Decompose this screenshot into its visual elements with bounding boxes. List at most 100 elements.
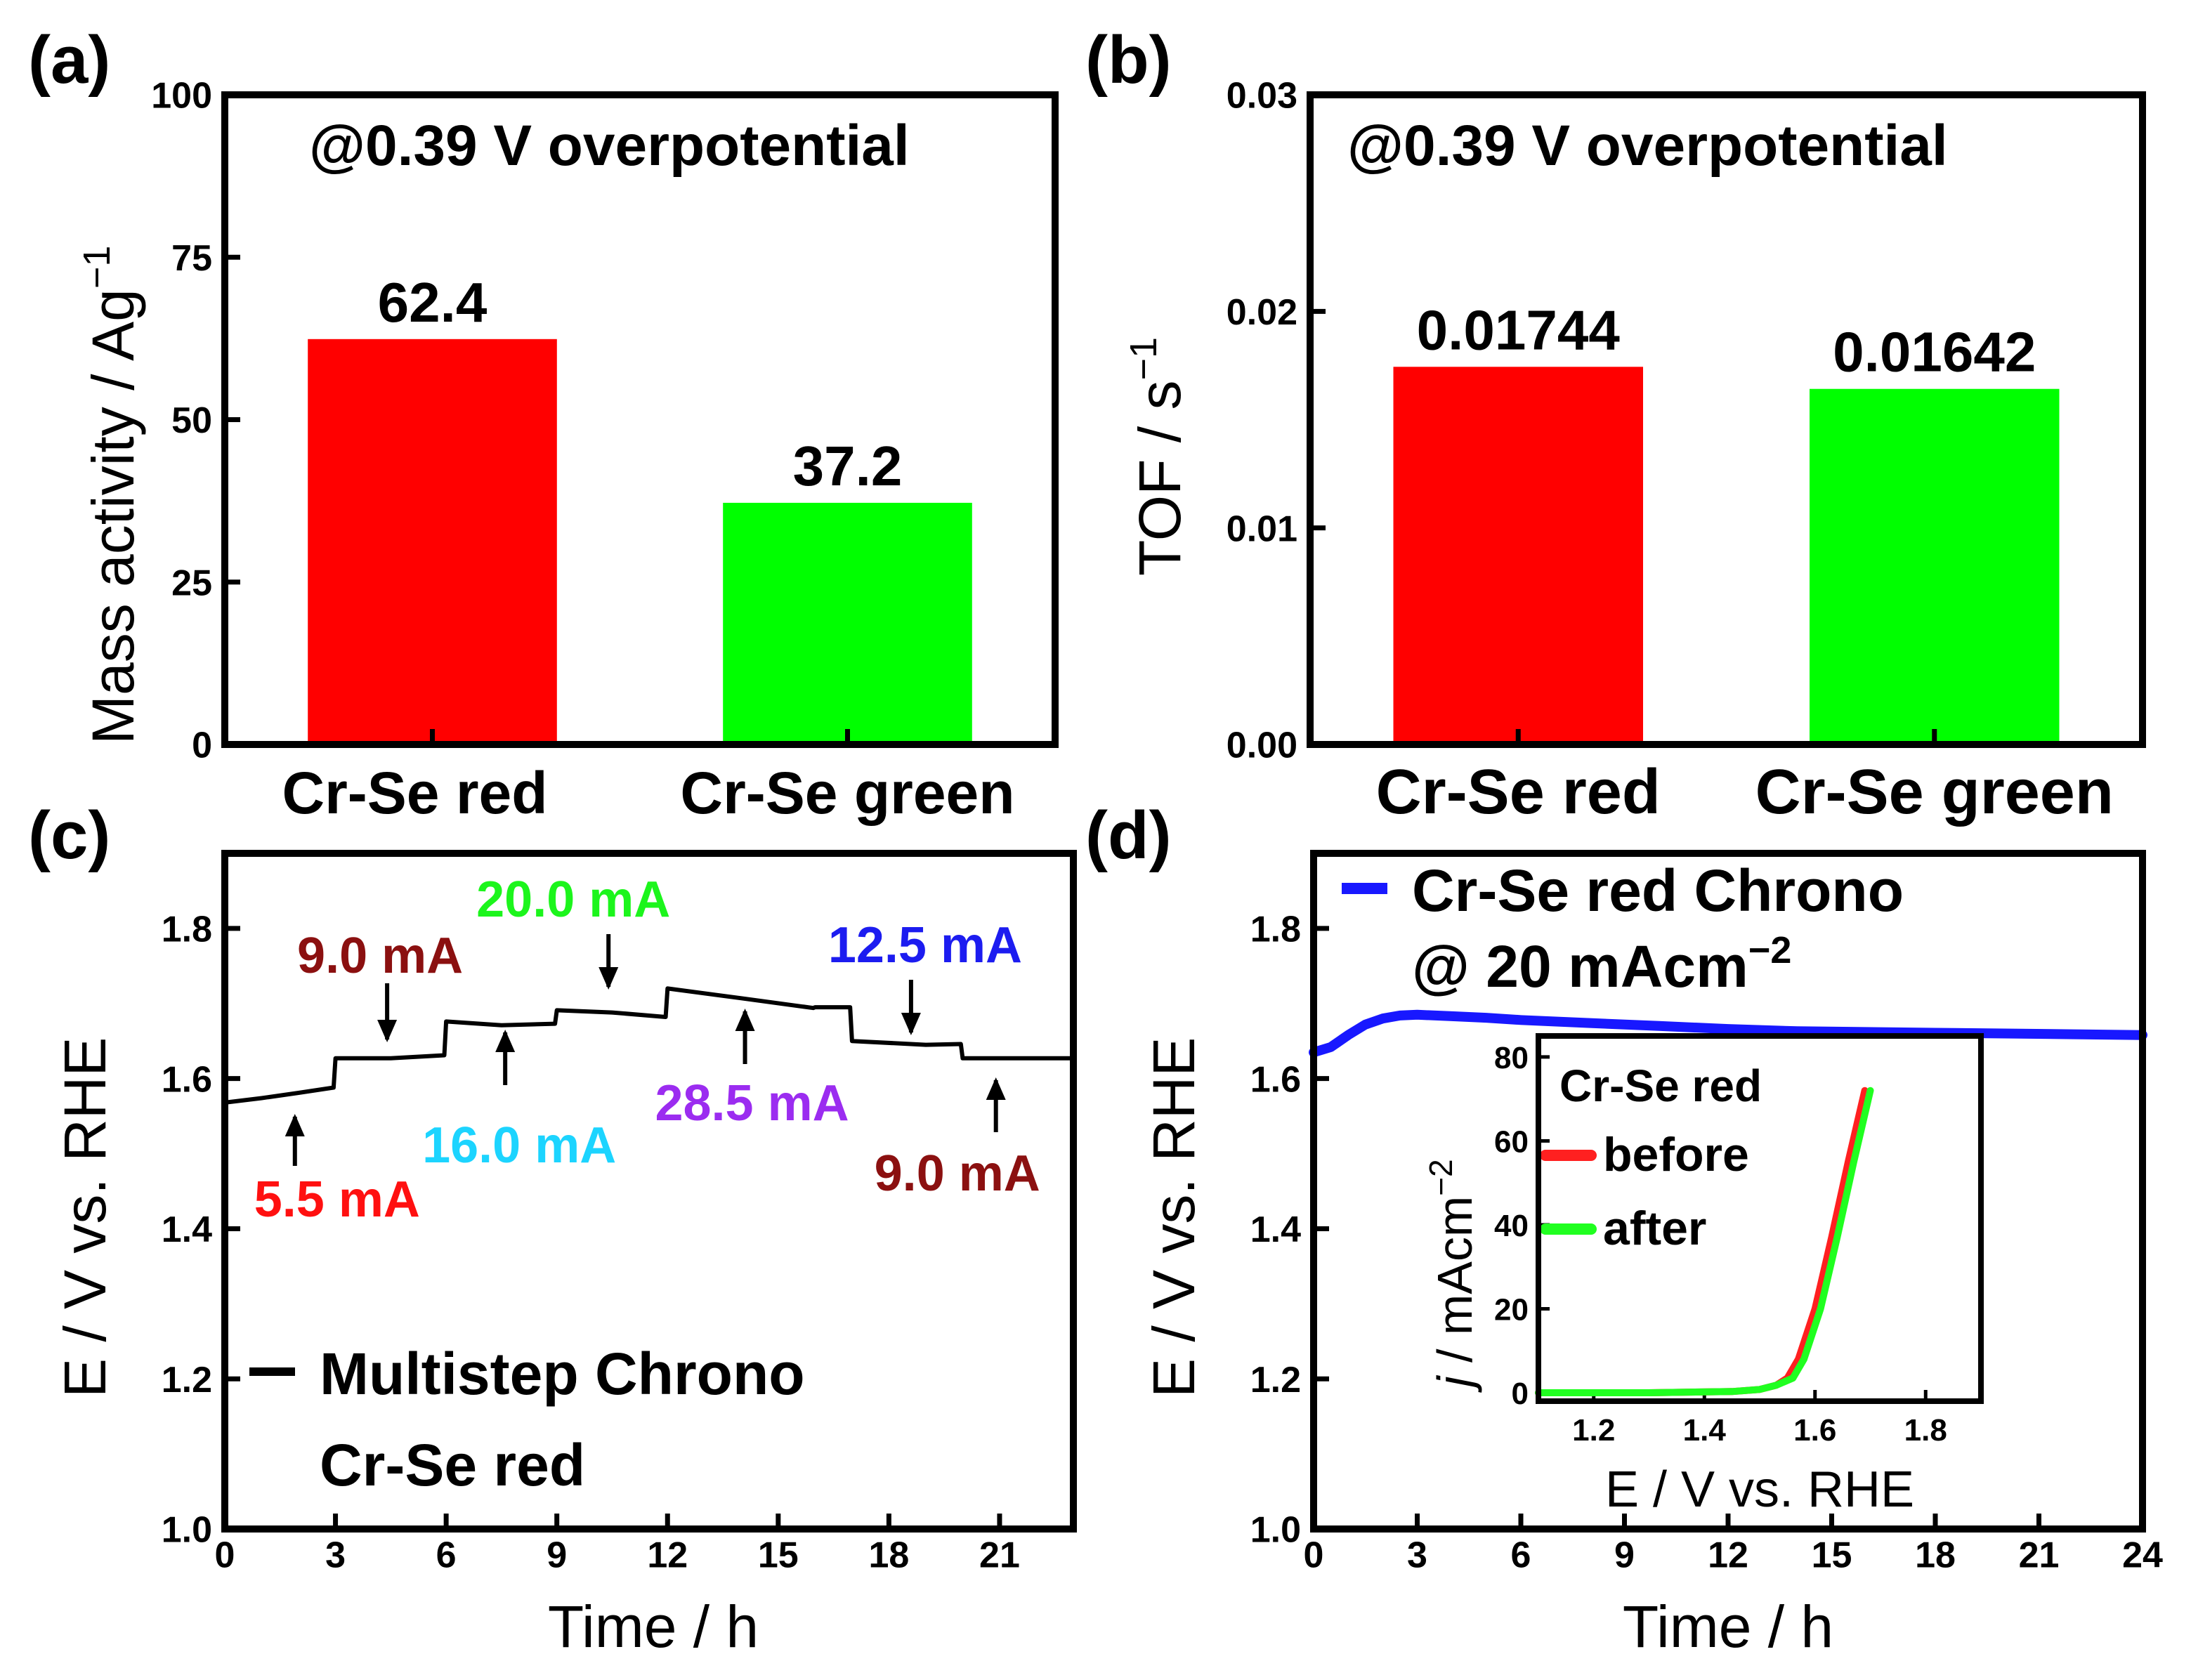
- inset-y-title-j: j: [1427, 1374, 1482, 1393]
- panel-a-y-title: Mass activity / Ag−1: [76, 246, 146, 744]
- panel-a-annotation: @0.39 V overpotential: [309, 114, 910, 178]
- panel-c-label: (c): [28, 798, 110, 873]
- panel-a: (a) @0.39 V overpotential Mass activity …: [28, 22, 1059, 826]
- x-tick-label: 21: [2019, 1535, 2060, 1576]
- inset-y-title-sup: −2: [1422, 1159, 1459, 1195]
- x-tick-label: 3: [325, 1535, 346, 1576]
- x-tick-label: 18: [1915, 1535, 1956, 1576]
- x-tick-label: 18: [868, 1535, 909, 1576]
- inset-title: Cr-Se red: [1559, 1061, 1762, 1111]
- y-tick-label: 1.6: [162, 1059, 212, 1100]
- y-tick-label: 100: [151, 76, 212, 117]
- y-tick-label: 1.0: [162, 1510, 212, 1551]
- current-label: 5.5 mA: [254, 1172, 420, 1228]
- x-tick-label: Cr-Se green: [1755, 757, 2114, 827]
- y-tick-label: 1.4: [162, 1209, 212, 1250]
- bar-cr-se-green: [1810, 388, 2060, 744]
- panel-d: (d) E / V vs. RHE Time / h 0 3 6 9 12 15 18 21 2…: [1085, 798, 2163, 1660]
- panel-c-y-title-text: E / V vs. RHE: [52, 1037, 118, 1398]
- panel-c-legend-label: Multistep Chrono: [320, 1341, 805, 1407]
- bar-value-label: 62.4: [378, 271, 488, 334]
- inset-y-tick-label: 60: [1494, 1124, 1529, 1159]
- x-tick-label: 15: [758, 1535, 799, 1576]
- panel-c: (c) E / V vs. RHE Time / h 0 3 6 9 12 15 18 21 1…: [28, 798, 1077, 1660]
- inset-after-line: [1535, 1087, 1874, 1396]
- x-tick-label: 12: [1708, 1535, 1748, 1576]
- y-tick-label: 0.00: [1227, 726, 1297, 766]
- inset-legend-label-before: before: [1603, 1128, 1749, 1181]
- current-label: 9.0 mA: [297, 928, 463, 984]
- panel-d-x-title: Time / h: [1623, 1594, 1833, 1660]
- inset-background: [1538, 1036, 1981, 1401]
- y-tick-label: 1.2: [1250, 1360, 1301, 1400]
- panel-d-label: (d): [1085, 798, 1172, 873]
- y-tick-label: 1.8: [1250, 910, 1301, 950]
- inset-y-tick-label: 80: [1494, 1041, 1529, 1075]
- panel-a-label: (a): [28, 22, 110, 98]
- panel-c-x-title: Time / h: [548, 1594, 759, 1660]
- svg-text:TOF / s−1: TOF / s−1: [1123, 337, 1193, 576]
- svg-text:j / mAcm−2: j / mAcm−2: [1422, 1159, 1482, 1393]
- panel-b-label: (b): [1085, 22, 1172, 98]
- x-tick-label: 3: [1407, 1535, 1427, 1576]
- panel-d-y-title-text: E / V vs. RHE: [1141, 1037, 1207, 1398]
- current-label: 20.0 mA: [476, 872, 670, 928]
- inset-y-tick-label: 40: [1494, 1209, 1529, 1243]
- y-tick-label: 0.01: [1227, 508, 1297, 549]
- bar-value-label: 0.01642: [1833, 321, 2036, 383]
- inset-legend-label-after: after: [1603, 1202, 1706, 1255]
- panel-d-legend-sublabel: @ 20 mAcm: [1412, 933, 1748, 999]
- y-tick-label: 1.6: [1250, 1059, 1301, 1100]
- panel-b: (b) @0.39 V overpotential TOF / s−1 0.00…: [1085, 22, 2146, 827]
- bar-cr-se-red: [1393, 367, 1643, 744]
- current-label: 16.0 mA: [422, 1117, 616, 1174]
- y-tick-label: 0: [192, 726, 212, 766]
- panel-a-y-title-sup: −1: [76, 246, 118, 289]
- x-tick-label: 12: [647, 1535, 688, 1576]
- arrow-head: [495, 1030, 516, 1052]
- inset-frame: [1536, 1033, 1984, 1404]
- x-tick-label: 0: [215, 1535, 235, 1576]
- x-tick-label: Cr-Se red: [1376, 757, 1661, 827]
- panel-d-y-title: E / V vs. RHE: [1141, 1037, 1207, 1398]
- current-label: 28.5 mA: [655, 1075, 849, 1131]
- inset-y-tick-label: 0: [1512, 1377, 1529, 1411]
- x-tick-label: 0: [1304, 1535, 1324, 1576]
- panel-c-frame: [221, 850, 1077, 1533]
- y-tick-label: 75: [171, 238, 212, 279]
- arrow-head: [986, 1077, 1006, 1100]
- x-tick-label: 9: [547, 1535, 567, 1576]
- arrow-head: [599, 967, 619, 990]
- panel-b-annotation: @0.39 V overpotential: [1347, 114, 1948, 178]
- panel-c-y-title: E / V vs. RHE: [52, 1037, 118, 1398]
- panel-c-legend: Multistep Chrono Cr-Se red: [249, 1341, 805, 1498]
- inset-x-tick-label: 1.4: [1683, 1413, 1727, 1448]
- svg-text:@ 20 mAcm−2: @ 20 mAcm−2: [1412, 929, 1791, 999]
- cr-se-red-chrono-line: [1309, 1009, 2147, 1058]
- y-tick-label: 1.4: [1250, 1209, 1301, 1250]
- y-tick-label: 1.2: [162, 1360, 212, 1400]
- y-tick-label: 1.8: [162, 910, 212, 950]
- y-tick-label: 1.0: [1250, 1510, 1301, 1551]
- panel-c-legend-sublabel: Cr-Se red: [320, 1432, 585, 1498]
- panel-d-legend-sup: −2: [1748, 929, 1792, 971]
- arrow-head: [735, 1009, 755, 1031]
- inset-x-tick-label: 1.6: [1793, 1413, 1836, 1448]
- multistep-chrono-line: [223, 986, 1075, 1105]
- x-tick-label: 6: [1511, 1535, 1531, 1576]
- x-tick-label: 9: [1614, 1535, 1635, 1576]
- x-tick-label: Cr-Se green: [680, 760, 1014, 826]
- y-tick-label: 0.02: [1227, 292, 1297, 333]
- x-tick-label: 15: [1812, 1535, 1852, 1576]
- inset-y-title-text: / mAcm: [1427, 1196, 1482, 1377]
- x-tick-label: 21: [979, 1535, 1020, 1576]
- panel-a-frame: [221, 91, 1059, 748]
- bar-cr-se-green: [723, 502, 972, 744]
- panel-a-y-title-text: Mass activity / Ag: [80, 289, 146, 744]
- x-tick-label: 6: [436, 1535, 457, 1576]
- current-label: 12.5 mA: [828, 917, 1022, 973]
- arrow-head: [377, 1020, 398, 1042]
- y-tick-label: 0.03: [1227, 76, 1297, 117]
- y-tick-label: 25: [171, 563, 212, 603]
